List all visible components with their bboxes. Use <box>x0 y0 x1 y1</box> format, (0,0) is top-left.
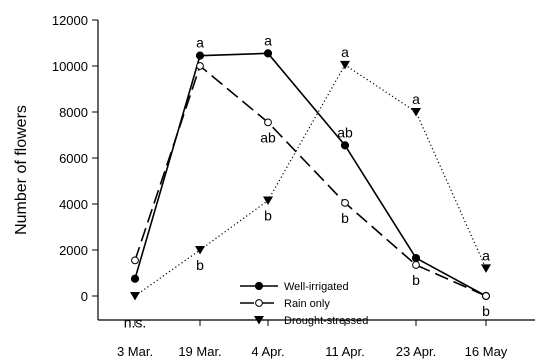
data-point <box>263 49 273 58</box>
legend-swatch-marker <box>254 281 264 291</box>
x-tick-label: 16 May <box>465 344 508 359</box>
data-point <box>481 264 491 273</box>
legend-label: Drought-stressed <box>284 315 368 327</box>
x-tick-label: 23 Apr. <box>396 344 436 359</box>
y-tick-label: 4000 <box>59 197 88 212</box>
data-point <box>411 253 421 263</box>
y-tick-label: 10000 <box>52 59 88 74</box>
y-tick-label: 12000 <box>52 13 88 28</box>
significance-label: a <box>196 35 204 51</box>
y-tick-label: 8000 <box>59 105 88 120</box>
significance-label: ab <box>337 124 353 140</box>
significance-label: n.s. <box>124 315 147 331</box>
legend-label: Rain only <box>284 298 330 310</box>
legend-label: Well-irrigated <box>284 281 349 293</box>
data-point <box>482 292 490 300</box>
data-point <box>195 246 205 255</box>
data-point <box>340 141 350 150</box>
significance-label: a <box>341 44 349 60</box>
significance-label: b <box>264 208 272 224</box>
series-line-well-irrigated <box>134 52 487 297</box>
significance-label: b <box>482 303 490 319</box>
data-point <box>263 196 273 206</box>
y-tick-label: 0 <box>81 289 88 304</box>
significance-label: a <box>412 91 420 107</box>
data-point <box>131 256 139 265</box>
data-point <box>411 108 421 117</box>
y-axis-label: Number of flowers <box>13 105 30 235</box>
data-point <box>340 60 350 70</box>
legend-swatch-marker <box>254 316 264 325</box>
data-point <box>341 198 349 207</box>
significance-label: b <box>341 210 349 226</box>
y-tick-label: 6000 <box>59 151 88 166</box>
data-point <box>264 118 272 127</box>
data-point <box>130 274 140 283</box>
data-point <box>412 261 420 269</box>
legend-swatch-marker <box>255 299 263 307</box>
data-point <box>196 62 204 70</box>
x-tick-label: 19 Mar. <box>178 344 221 359</box>
series-line-drought-stressed <box>134 63 487 297</box>
significance-label: b <box>412 272 420 288</box>
x-tick-label: 4 Apr. <box>251 344 284 359</box>
y-tick-label: 2000 <box>59 243 88 258</box>
significance-label: a <box>264 32 272 48</box>
x-tick-label: 3 Mar. <box>117 344 153 359</box>
x-tick-label: 11 Apr. <box>325 344 365 359</box>
data-point <box>130 292 140 301</box>
series-line-rain-only <box>134 64 487 297</box>
significance-label: b <box>196 257 204 273</box>
significance-label: ab <box>260 129 276 145</box>
significance-label: a <box>482 247 490 263</box>
data-point <box>195 51 205 60</box>
